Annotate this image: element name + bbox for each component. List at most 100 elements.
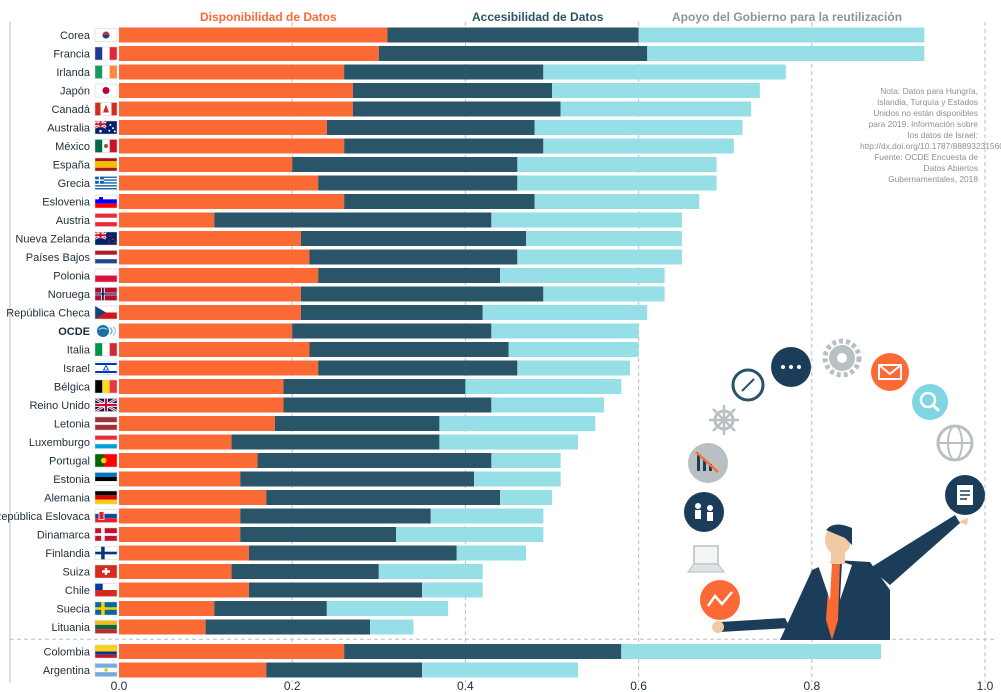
flag-nz-icon bbox=[94, 230, 118, 246]
bar-support bbox=[422, 662, 578, 678]
x-tick-label: 0.0 bbox=[111, 679, 128, 692]
flag-dk-icon bbox=[94, 527, 118, 542]
bar-accessibility bbox=[214, 212, 492, 228]
bar-accessibility bbox=[292, 323, 492, 339]
bar-support bbox=[439, 434, 578, 450]
flag-au-icon bbox=[94, 119, 118, 135]
flag-fi-icon bbox=[94, 546, 118, 560]
country-label: Noruega bbox=[48, 289, 91, 301]
country-label: Suecia bbox=[56, 604, 91, 616]
category-labels: Corea Francia Irlanda Japón Canadá Australia M… bbox=[0, 30, 91, 677]
bar-support bbox=[543, 286, 665, 302]
country-label: Israel bbox=[63, 363, 90, 375]
country-label: Canadá bbox=[51, 104, 90, 116]
bar-support bbox=[465, 379, 622, 394]
bar-availability bbox=[119, 360, 319, 376]
bar-support bbox=[370, 619, 414, 635]
bar-availability bbox=[119, 323, 293, 339]
bar-availability bbox=[119, 434, 232, 450]
bar-availability bbox=[119, 27, 388, 43]
flag-si-icon bbox=[94, 194, 118, 209]
flag-cl-icon bbox=[94, 583, 118, 597]
flag-de-icon bbox=[94, 490, 118, 505]
flag-cz-icon bbox=[94, 305, 118, 320]
flag-nl-icon bbox=[94, 250, 118, 264]
bar-accessibility bbox=[309, 342, 509, 357]
bar-availability bbox=[119, 138, 345, 154]
bar-support bbox=[552, 83, 760, 98]
bar-availability bbox=[119, 249, 310, 265]
bar-accessibility bbox=[248, 582, 423, 598]
bar-availability bbox=[119, 490, 267, 505]
bar-availability bbox=[119, 644, 345, 659]
bar-support bbox=[378, 564, 483, 579]
bar-support bbox=[422, 582, 483, 598]
bar-availability bbox=[119, 379, 284, 394]
country-label: Países Bajos bbox=[26, 252, 91, 264]
flag-pt-icon bbox=[94, 453, 118, 468]
country-label: República Checa bbox=[6, 308, 91, 320]
bar-support bbox=[439, 416, 596, 431]
bar-availability bbox=[119, 416, 275, 431]
businessman bbox=[712, 515, 968, 640]
bar-accessibility bbox=[300, 286, 544, 302]
chart-note: Nota: Datos para Hungría, Islandia, Turq… bbox=[860, 86, 1001, 185]
x-tick-label: 1.0 bbox=[977, 679, 994, 692]
country-label: Italia bbox=[67, 345, 91, 357]
country-label: Grecia bbox=[58, 178, 91, 190]
x-axis: 0.0 0.2 0.4 0.6 0.8 1.0 bbox=[111, 679, 994, 692]
bar-support bbox=[500, 268, 665, 283]
bar-availability bbox=[119, 46, 379, 61]
bar-accessibility bbox=[283, 379, 466, 394]
bar-support bbox=[534, 120, 743, 135]
legend-support: Apoyo del Gobierno para la reutilización bbox=[672, 10, 903, 24]
bar-availability bbox=[119, 157, 293, 172]
bar-availability bbox=[119, 601, 215, 616]
flag-fr-icon bbox=[94, 46, 118, 61]
flag-lt-icon bbox=[94, 620, 118, 634]
country-label: México bbox=[55, 141, 90, 153]
flag-it-icon bbox=[94, 342, 118, 357]
bar-accessibility bbox=[240, 527, 397, 542]
bar-availability bbox=[119, 120, 327, 135]
bar-accessibility bbox=[318, 268, 501, 283]
country-label: Argentina bbox=[43, 665, 91, 677]
country-label: Letonia bbox=[54, 419, 91, 431]
country-label: Estonia bbox=[53, 474, 91, 486]
bar-accessibility bbox=[300, 231, 527, 246]
document-icon bbox=[945, 475, 985, 515]
bar-support bbox=[517, 360, 630, 376]
country-label: República Eslovaca bbox=[0, 511, 91, 523]
bar-availability bbox=[119, 582, 249, 598]
flag-lu-icon bbox=[94, 435, 118, 449]
country-label: Japón bbox=[60, 86, 90, 98]
x-tick-label: 0.8 bbox=[803, 679, 820, 692]
country-label: Colombia bbox=[44, 647, 91, 659]
country-label: Dinamarca bbox=[37, 530, 91, 542]
country-label: Francia bbox=[53, 49, 91, 61]
bar-accessibility bbox=[266, 490, 501, 505]
bar-accessibility bbox=[231, 434, 440, 450]
flag-be-icon bbox=[94, 379, 118, 394]
flag-ch-icon bbox=[94, 564, 118, 579]
bar-support bbox=[560, 101, 752, 117]
bar-support bbox=[456, 545, 527, 561]
bar-availability bbox=[119, 527, 241, 542]
flag-se-icon bbox=[94, 601, 118, 616]
bar-availability bbox=[119, 453, 258, 468]
flag-ca-icon bbox=[94, 102, 118, 116]
country-label: Irlanda bbox=[56, 67, 91, 79]
bar-accessibility bbox=[257, 453, 492, 468]
bar-accessibility bbox=[344, 644, 622, 659]
country-label: Portugal bbox=[49, 456, 90, 468]
bar-accessibility bbox=[240, 471, 475, 487]
bar-availability bbox=[119, 101, 353, 117]
bar-availability bbox=[119, 662, 267, 678]
note-source: Fuente: OCDE Encuesta de Datos Abiertos … bbox=[874, 152, 978, 184]
illustration-juggling-businessman bbox=[684, 338, 985, 640]
bar-accessibility bbox=[248, 545, 457, 561]
bar-support bbox=[326, 601, 449, 616]
x-tick-label: 0.2 bbox=[284, 679, 301, 692]
bar-availability bbox=[119, 564, 232, 579]
